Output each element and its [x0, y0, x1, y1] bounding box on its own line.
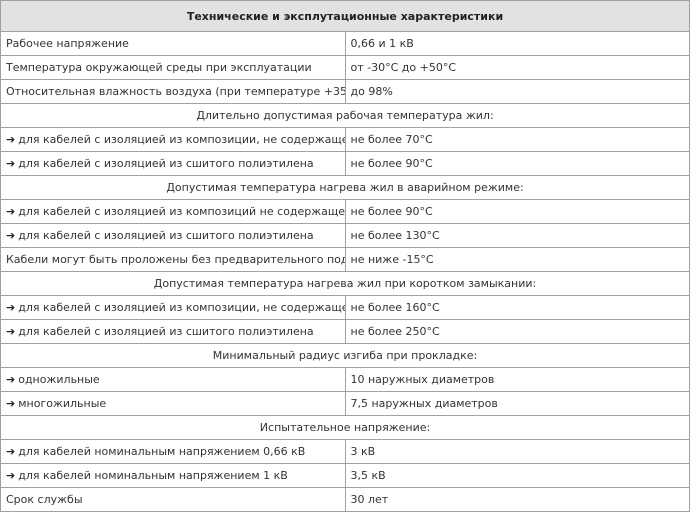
table-row: ➔ для кабелей с изоляцией из композиции, …	[0, 295, 690, 320]
param-cell: ➔ для кабелей с изоляцией из композиций н…	[0, 199, 346, 224]
param-cell: ➔ одножильные	[0, 367, 346, 392]
table-row: ➔ для кабелей с изоляцией из композиций н…	[0, 199, 690, 224]
param-value: 10 наружных диаметров	[344, 367, 690, 392]
table-row: Срок службы 30 лет	[0, 487, 690, 512]
arrow-right-icon: ➔	[6, 229, 16, 242]
param-cell: ➔ многожильные	[0, 391, 346, 416]
param-label: для кабелей с изоляцией из сшитого полиэ…	[18, 157, 314, 170]
param-label: одножильные	[18, 373, 100, 386]
param-value: от -30°C до +50°C	[344, 55, 690, 80]
table-body: Рабочее напряжение 0,66 и 1 кВ Температура…	[0, 31, 690, 512]
table-row: ➔ для кабелей номинальным напряжением 0,6…	[0, 439, 690, 464]
param-cell: ➔ для кабелей с изоляцией из композиции, …	[0, 295, 346, 320]
param-label: Рабочее напряжение	[6, 37, 129, 50]
param-cell: ➔ для кабелей с изоляцией из сшитого поли…	[0, 151, 346, 176]
param-cell: Срок службы	[0, 487, 346, 512]
param-label: для кабелей с изоляцией из композиции, н…	[18, 301, 344, 314]
param-cell: Рабочее напряжение	[0, 31, 346, 56]
table-row: ➔ многожильные 7,5 наружных диаметров	[0, 391, 690, 416]
param-label: для кабелей с изоляцией из сшитого полиэ…	[18, 325, 314, 338]
param-value: 7,5 наружных диаметров	[344, 391, 690, 416]
param-cell: ➔ для кабелей номинальным напряжением 0,6…	[0, 439, 346, 464]
table-row: Рабочее напряжение 0,66 и 1 кВ	[0, 31, 690, 56]
param-value: 30 лет	[344, 487, 690, 512]
param-cell: Температура окружающей среды при эксплуа…	[0, 55, 346, 80]
param-value: не более 90°C	[344, 199, 690, 224]
arrow-right-icon: ➔	[6, 469, 16, 482]
section-row: Допустимая температура нагрева жил в ава…	[0, 175, 690, 200]
param-label: для кабелей номинальным напряжением 1 кВ	[18, 469, 288, 482]
section-row: Длительно допустимая рабочая температура…	[0, 103, 690, 128]
arrow-right-icon: ➔	[6, 325, 16, 338]
param-label: Кабели могут быть проложены без предвари…	[6, 253, 344, 266]
param-value: 3 кВ	[344, 439, 690, 464]
table-row: Относительная влажность воздуха (при тем…	[0, 79, 690, 104]
table-row: Кабели могут быть проложены без предвари…	[0, 247, 690, 272]
param-cell: ➔ для кабелей с изоляцией из сшитого поли…	[0, 223, 346, 248]
section-label: Минимальный радиус изгиба при прокладке:	[0, 343, 690, 368]
section-label: Испытательное напряжение:	[0, 415, 690, 440]
section-row: Допустимая температура нагрева жил при к…	[0, 271, 690, 296]
param-cell: ➔ для кабелей с изоляцией из композиции, …	[0, 127, 346, 152]
param-value: не более 70°C	[344, 127, 690, 152]
table-row: ➔ для кабелей номинальным напряжением 1 к…	[0, 463, 690, 488]
param-label: для кабелей с изоляцией из композиции, н…	[18, 133, 344, 146]
arrow-right-icon: ➔	[6, 133, 16, 146]
table-row: ➔ для кабелей с изоляцией из сшитого поли…	[0, 319, 690, 344]
table-row: ➔ для кабелей с изоляцией из сшитого поли…	[0, 151, 690, 176]
table-header-row: Технические и эксплутационные характерис…	[0, 0, 690, 32]
param-value: не более 160°C	[344, 295, 690, 320]
param-cell: Кабели могут быть проложены без предвари…	[0, 247, 346, 272]
arrow-right-icon: ➔	[6, 157, 16, 170]
param-label: для кабелей с изоляцией из сшитого полиэ…	[18, 229, 314, 242]
table-title: Технические и эксплутационные характерис…	[0, 0, 690, 32]
param-cell: ➔ для кабелей с изоляцией из сшитого поли…	[0, 319, 346, 344]
param-cell: ➔ для кабелей номинальным напряжением 1 к…	[0, 463, 346, 488]
arrow-right-icon: ➔	[6, 397, 16, 410]
arrow-right-icon: ➔	[6, 373, 16, 386]
param-value: не ниже -15°C	[344, 247, 690, 272]
table-row: ➔ одножильные 10 наружных диаметров	[0, 367, 690, 392]
param-value: 3,5 кВ	[344, 463, 690, 488]
table-row: ➔ для кабелей с изоляцией из сшитого поли…	[0, 223, 690, 248]
param-cell: Относительная влажность воздуха (при тем…	[0, 79, 346, 104]
arrow-right-icon: ➔	[6, 301, 16, 314]
param-label: многожильные	[18, 397, 107, 410]
arrow-right-icon: ➔	[6, 205, 16, 218]
param-value: не более 90°C	[344, 151, 690, 176]
param-value: 0,66 и 1 кВ	[344, 31, 690, 56]
param-value: не более 250°C	[344, 319, 690, 344]
table-row: ➔ для кабелей с изоляцией из композиции, …	[0, 127, 690, 152]
section-row: Минимальный радиус изгиба при прокладке:	[0, 343, 690, 368]
section-label: Длительно допустимая рабочая температура…	[0, 103, 690, 128]
param-label: для кабелей с изоляцией из композиций не…	[18, 205, 345, 218]
section-label: Допустимая температура нагрева жил в ава…	[0, 175, 690, 200]
param-label: Срок службы	[6, 493, 83, 506]
arrow-right-icon: ➔	[6, 445, 16, 458]
section-label: Допустимая температура нагрева жил при к…	[0, 271, 690, 296]
param-value: до 98%	[344, 79, 690, 104]
param-label: Температура окружающей среды при эксплуа…	[6, 61, 312, 74]
param-label: для кабелей номинальным напряжением 0,66…	[18, 445, 306, 458]
param-value: не более 130°C	[344, 223, 690, 248]
table-row: Температура окружающей среды при эксплуа…	[0, 55, 690, 80]
section-row: Испытательное напряжение:	[0, 415, 690, 440]
param-label: Относительная влажность воздуха (при тем…	[6, 85, 345, 98]
